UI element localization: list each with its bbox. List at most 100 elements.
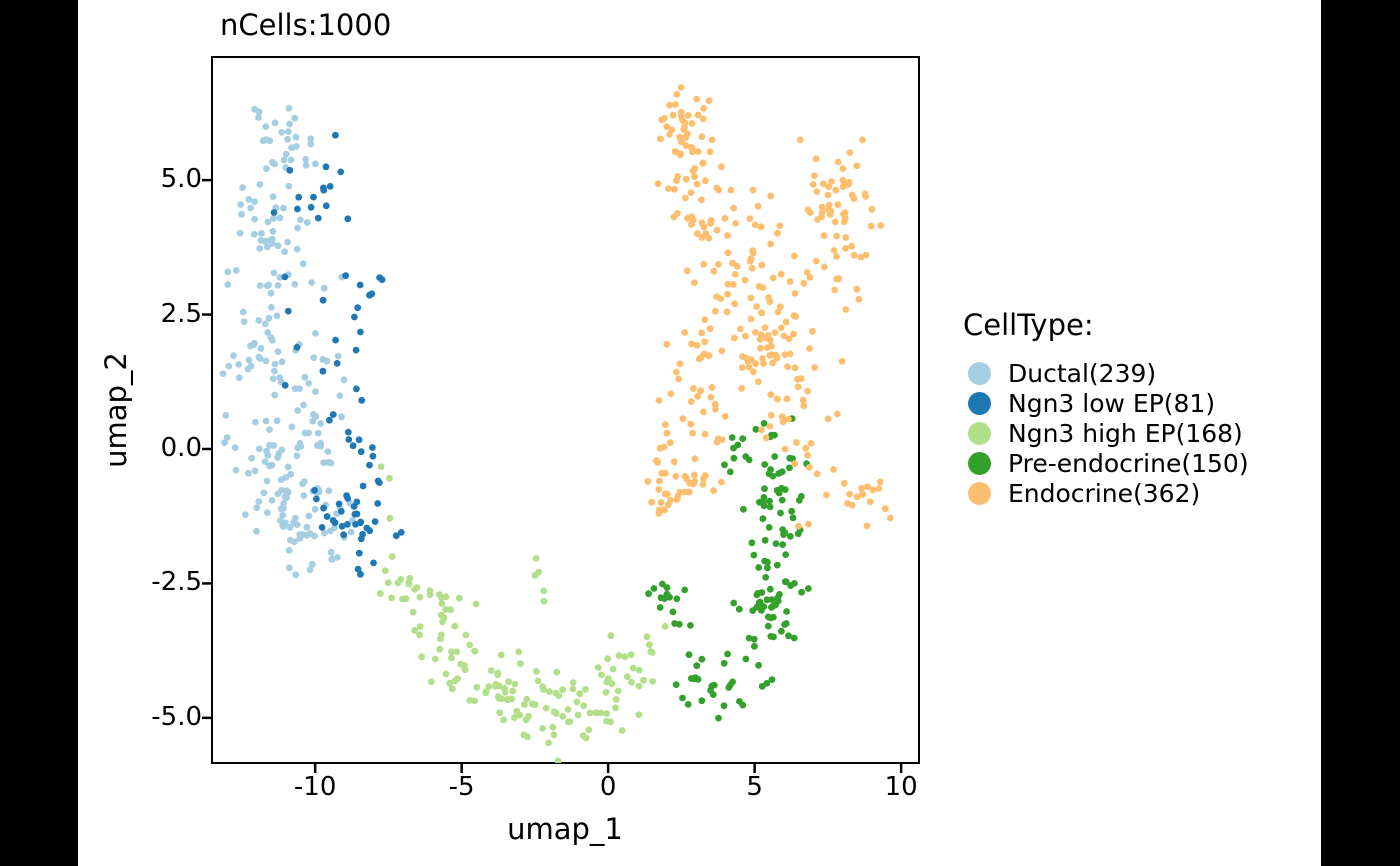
data-point (314, 429, 322, 437)
data-point (293, 452, 301, 460)
data-point (723, 308, 731, 316)
data-point (746, 215, 754, 223)
data-point (670, 458, 678, 466)
data-point (802, 444, 810, 452)
data-point (813, 188, 821, 196)
data-point (850, 251, 858, 259)
data-point (311, 486, 318, 494)
data-point (608, 680, 616, 688)
data-point (866, 498, 874, 506)
data-point (718, 478, 725, 486)
data-point (261, 458, 269, 466)
legend-item-ngn3-high-ep: Ngn3 high EP(168) (963, 418, 1249, 448)
data-point (569, 685, 577, 693)
data-point (319, 296, 327, 304)
data-point (416, 631, 423, 639)
data-point (271, 360, 279, 368)
data-point (350, 503, 358, 510)
data-point (252, 418, 259, 426)
data-point (232, 466, 240, 474)
data-point (730, 599, 738, 607)
data-point (258, 230, 265, 237)
data-point (759, 515, 767, 523)
data-point (550, 731, 558, 739)
data-point (812, 257, 820, 265)
data-point (700, 260, 708, 268)
data-point (559, 712, 567, 720)
data-point (677, 150, 685, 158)
data-point (436, 645, 444, 653)
data-point (804, 387, 812, 395)
data-point (753, 303, 760, 310)
data-point (357, 570, 364, 578)
data-point (841, 214, 849, 222)
data-point (730, 454, 738, 462)
data-point (302, 156, 309, 163)
data-point (735, 605, 743, 613)
legend-swatch-pre-endocrine (968, 451, 991, 475)
data-point (834, 201, 842, 209)
data-point (711, 400, 719, 408)
data-point (830, 247, 838, 254)
data-point (656, 477, 663, 485)
data-point (676, 133, 684, 141)
data-point (697, 387, 705, 395)
data-point (374, 477, 382, 485)
data-point (805, 520, 812, 528)
data-point (777, 509, 784, 517)
data-point (791, 290, 799, 297)
data-point (262, 136, 270, 144)
data-point (266, 462, 273, 470)
data-point (751, 328, 759, 336)
data-point (669, 111, 677, 119)
data-point (668, 126, 676, 134)
data-point (376, 274, 383, 281)
data-point (326, 183, 334, 190)
data-point (291, 114, 299, 122)
data-point (582, 686, 589, 693)
data-point (604, 655, 611, 663)
data-point (448, 648, 455, 656)
data-point (757, 331, 765, 338)
data-point (517, 660, 524, 667)
data-point (338, 413, 345, 421)
data-point (846, 490, 853, 498)
data-point (790, 330, 797, 338)
data-point (285, 564, 293, 572)
data-point (749, 186, 757, 194)
legend-item-label: Ductal(239) (1008, 358, 1157, 388)
data-point (397, 529, 405, 536)
data-point (729, 678, 736, 686)
data-point (521, 701, 528, 708)
data-point (760, 420, 768, 427)
data-point (806, 209, 814, 217)
data-point (311, 532, 318, 540)
data-point (766, 423, 774, 430)
data-point (701, 338, 709, 346)
data-point (700, 105, 707, 112)
legend-item-label: Ngn3 high EP(168) (1008, 418, 1243, 448)
data-point (782, 318, 790, 326)
data-point (818, 209, 826, 217)
data-point (698, 196, 705, 204)
data-point (679, 415, 687, 423)
data-point (681, 488, 689, 496)
data-point (323, 513, 331, 520)
data-point (715, 260, 722, 268)
data-point (437, 631, 445, 639)
data-point (762, 574, 770, 581)
data-point (357, 535, 365, 543)
data-point (737, 325, 744, 333)
data-point (363, 524, 371, 532)
data-point (740, 505, 747, 513)
data-point (366, 461, 373, 469)
data-point (707, 393, 715, 401)
data-point (263, 477, 271, 485)
data-point (271, 160, 279, 168)
data-point (684, 701, 692, 708)
data-point (798, 588, 805, 596)
data-point (492, 682, 500, 690)
data-point (706, 325, 714, 333)
data-point (694, 111, 702, 119)
data-point (751, 221, 759, 229)
